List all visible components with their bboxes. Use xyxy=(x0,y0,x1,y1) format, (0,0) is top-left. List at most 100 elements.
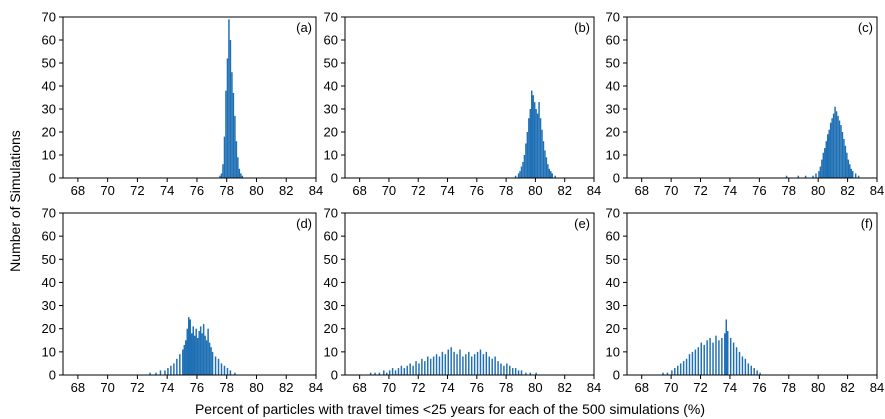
histogram-bar xyxy=(844,145,847,178)
histogram-panel: 68 70 72 74 76 78 80 82 84 0 10 20 30 40 50 60 70 (f) xyxy=(606,206,885,396)
x-tick-label: 80 xyxy=(528,380,542,395)
x-tick-label: 74 xyxy=(440,380,454,395)
histogram-bar xyxy=(394,370,397,375)
histogram-bar xyxy=(519,171,521,178)
histogram-bar xyxy=(528,118,530,178)
y-tick-label: 60 xyxy=(606,229,620,244)
histogram-bar xyxy=(488,356,490,375)
panel-label: (c) xyxy=(858,20,873,35)
histogram-bar xyxy=(662,372,664,375)
histogram-bar xyxy=(532,95,534,178)
histogram-bar xyxy=(188,317,190,375)
histogram-bar xyxy=(538,102,540,178)
histogram-bar xyxy=(190,333,193,375)
histogram-bar xyxy=(225,90,227,178)
histogram-bar xyxy=(679,363,682,375)
histogram-bar xyxy=(741,356,744,375)
y-tick-label: 60 xyxy=(42,229,56,244)
histogram-bar xyxy=(418,363,420,375)
x-tick-label: 76 xyxy=(190,183,204,198)
histogram-bar xyxy=(753,368,755,375)
x-tick-label: 72 xyxy=(411,183,425,198)
histogram-panel: 68 70 72 74 76 78 80 82 84 0 10 20 30 40 50 60 70 (c) xyxy=(606,10,885,199)
histogram-bar xyxy=(759,372,761,375)
histogram-bar xyxy=(214,356,217,375)
histogram-bar xyxy=(544,150,546,178)
histogram-bar xyxy=(541,129,543,178)
x-tick-label: 68 xyxy=(634,183,648,198)
histogram-bar xyxy=(718,340,720,375)
histogram-bar xyxy=(506,363,508,375)
x-tick-label: 82 xyxy=(279,380,293,395)
x-tick-label: 68 xyxy=(71,183,85,198)
histogram-bar xyxy=(744,358,747,375)
histogram-bar xyxy=(185,340,187,375)
histogram-bar xyxy=(682,361,685,375)
x-tick-label: 74 xyxy=(723,380,737,395)
histogram-bar xyxy=(149,372,151,375)
histogram-bar xyxy=(421,358,423,375)
histogram-bar xyxy=(196,337,199,375)
x-tick-label: 82 xyxy=(279,183,293,198)
histogram-bar xyxy=(409,363,411,375)
y-tick-label: 70 xyxy=(324,10,338,25)
histogram-bar xyxy=(533,102,536,178)
y-tick-label: 30 xyxy=(42,102,56,117)
histogram-bar xyxy=(427,356,429,375)
histogram-bar xyxy=(535,109,537,178)
histogram-bar xyxy=(735,347,738,375)
y-tick-label: 50 xyxy=(42,252,56,267)
x-tick-label: 70 xyxy=(100,380,114,395)
y-tick-label: 10 xyxy=(606,148,620,163)
histogram-bar xyxy=(821,159,823,178)
y-tick-label: 10 xyxy=(606,344,620,359)
histogram-bar xyxy=(525,143,527,178)
histogram-bar xyxy=(497,361,499,375)
x-tick-label: 68 xyxy=(71,380,85,395)
plot-frame xyxy=(62,212,317,376)
plot-frame xyxy=(626,16,878,179)
histogram-bar xyxy=(220,363,223,375)
x-tick-label: 84 xyxy=(309,183,323,198)
histogram-bar xyxy=(237,157,239,178)
histogram-bar xyxy=(228,19,230,178)
histogram-bar xyxy=(432,356,435,375)
y-tick-label: 50 xyxy=(324,56,338,71)
histogram-bar xyxy=(176,358,178,375)
x-tick-label: 82 xyxy=(557,380,571,395)
x-tick-label: 76 xyxy=(470,380,484,395)
histogram-bar xyxy=(217,358,220,375)
histogram-bar xyxy=(840,125,842,178)
histogram-bar xyxy=(441,351,444,375)
histogram-bar xyxy=(438,356,441,375)
x-tick-label: 72 xyxy=(130,183,144,198)
histogram-bar xyxy=(204,335,206,375)
histogram-bar xyxy=(514,175,517,178)
y-tick-label: 50 xyxy=(606,56,620,71)
histogram-bar xyxy=(822,152,825,178)
x-tick-label: 76 xyxy=(752,183,766,198)
x-tick-label: 84 xyxy=(587,183,601,198)
histogram-bar xyxy=(712,342,714,375)
histogram-bar xyxy=(715,335,717,375)
histogram-bar xyxy=(205,340,208,375)
histogram-bar xyxy=(201,333,203,375)
histogram-bar xyxy=(234,115,236,178)
x-tick-label: 74 xyxy=(723,183,737,198)
x-tick-label: 82 xyxy=(557,183,571,198)
histogram-bar xyxy=(369,372,372,375)
histogram-bar xyxy=(674,368,676,375)
histogram-bar xyxy=(738,351,741,375)
histogram-bar xyxy=(173,363,175,375)
histogram-bar xyxy=(729,337,732,375)
histogram-bar xyxy=(412,365,414,375)
histogram-bar xyxy=(424,361,426,375)
y-tick-label: 70 xyxy=(324,206,338,221)
histogram-bar xyxy=(193,335,196,375)
histogram-panel: 68 70 72 74 76 78 80 82 84 0 10 20 30 40 50 60 70 (d) xyxy=(42,206,324,396)
histogram-bar xyxy=(732,342,735,375)
histogram-bar xyxy=(703,344,705,375)
plot-frame xyxy=(344,16,595,179)
y-tick-label: 0 xyxy=(49,368,56,383)
histogram-bar xyxy=(397,368,400,375)
